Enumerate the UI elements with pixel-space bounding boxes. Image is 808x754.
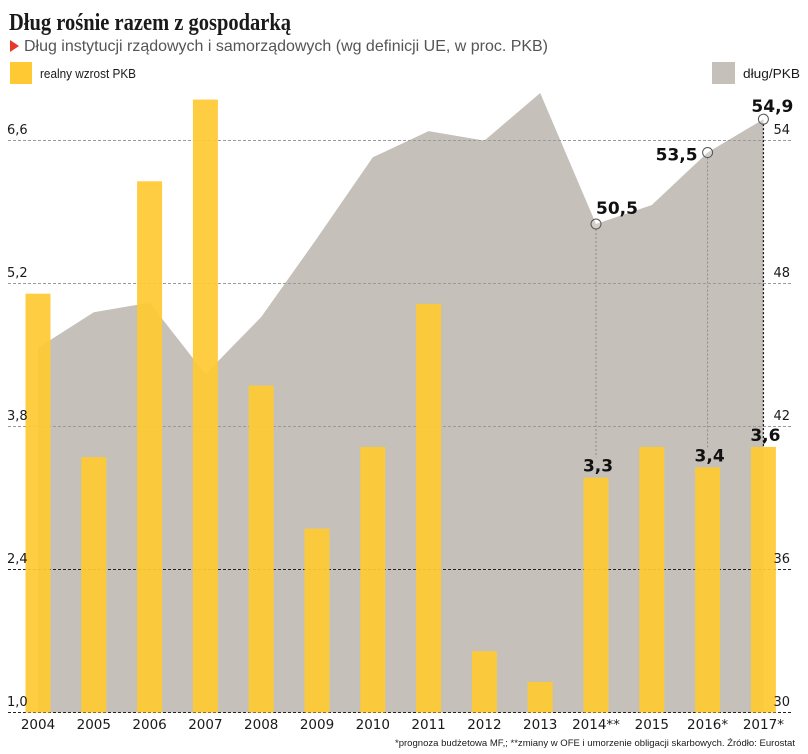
annotation-labels: 3,3 3,4 3,6 50,5 53,5 54,9 [583, 97, 793, 476]
legend-label-debt: dług/PKB [743, 66, 800, 81]
x-axis-label: 2007 [188, 717, 222, 733]
x-axis-label: 2008 [244, 717, 278, 733]
left-axis-ticks: 6,6 5,2 3,8 2,4 1,0 [7, 123, 28, 710]
left-tick-label: 3,8 [7, 409, 28, 424]
right-tick-label: 42 [773, 409, 790, 424]
legend-label-gdp: realny wzrost PKB [40, 66, 136, 81]
x-axis-label: 2017* [743, 717, 784, 733]
debt-point-marker [590, 218, 602, 230]
gdp-bar-2008 [248, 385, 274, 713]
right-tick-label: 54 [773, 123, 790, 138]
debt-value-label: 50,5 [596, 199, 638, 219]
legend-debt: dług/PKB [712, 62, 800, 84]
red-triangle-icon [10, 40, 19, 52]
x-axis-label: 2014** [572, 717, 620, 733]
gdp-bar-2012 [471, 651, 497, 713]
right-tick-label: 36 [773, 552, 790, 567]
debt-value-label: 54,9 [751, 97, 793, 117]
legend-swatch-debt [712, 62, 735, 84]
gdp-bar-2017 [750, 446, 776, 713]
x-axis-label: 2004 [21, 717, 55, 733]
right-tick-label: 30 [773, 695, 790, 710]
debt-area [38, 93, 764, 713]
right-axis-ticks: 54 48 42 36 30 [773, 123, 790, 710]
x-axis-label: 2015 [635, 717, 669, 733]
gdp-bar-2014 [583, 477, 609, 713]
x-axis-label: 2011 [411, 717, 445, 733]
legend-gdp: realny wzrost PKB [10, 62, 136, 84]
left-tick-label: 2,4 [7, 552, 28, 567]
gdp-bar-2004 [25, 293, 51, 713]
x-axis-label: 2012 [467, 717, 501, 733]
x-axis-label: 2010 [356, 717, 390, 733]
x-axis-label: 2013 [523, 717, 557, 733]
bar-value-label: 3,3 [583, 457, 613, 477]
gdp-bars [25, 99, 776, 713]
gdp-bar-2005 [81, 457, 107, 713]
x-axis-label: 2016* [687, 717, 728, 733]
debt-markers [590, 113, 769, 230]
debt-value-label: 53,5 [656, 146, 698, 166]
x-axis-label: 2006 [132, 717, 166, 733]
gdp-bar-2009 [304, 528, 330, 713]
gdp-bar-2016 [695, 467, 721, 713]
debt-area-layer [38, 93, 764, 713]
right-tick-label: 48 [773, 266, 790, 281]
left-tick-label: 6,6 [7, 123, 28, 138]
chart-title: Dług rośnie razem z gospodarką [9, 10, 291, 36]
x-axis-label: 2009 [300, 717, 334, 733]
x-axis-label: 2005 [77, 717, 111, 733]
gdp-bar-2006 [137, 181, 163, 713]
gdp-bar-2011 [416, 303, 442, 713]
debt-point-marker [757, 113, 769, 125]
gdp-bar-2007 [192, 99, 218, 713]
bar-value-label: 3,6 [750, 426, 780, 446]
left-tick-label: 1,0 [7, 695, 28, 710]
gdp-bar-2013 [527, 681, 553, 713]
legend-swatch-gdp [10, 62, 32, 84]
footnote-source: *prognoza budżetowa MF,; **zmiany w OFE … [395, 738, 795, 749]
debt-point-marker [702, 147, 714, 159]
gdp-bar-2015 [639, 446, 665, 713]
left-tick-label: 5,2 [7, 266, 28, 281]
x-axis-labels: 2004 2005 2006 2007 2008 2009 2010 2011 2012 2013… [21, 717, 784, 733]
bar-value-label: 3,4 [695, 446, 725, 466]
chart-subtitle: Dług instytucji rządowych i samorządowyc… [24, 38, 548, 55]
annotation-leader-lines [595, 124, 765, 458]
gdp-bar-2010 [360, 446, 386, 713]
